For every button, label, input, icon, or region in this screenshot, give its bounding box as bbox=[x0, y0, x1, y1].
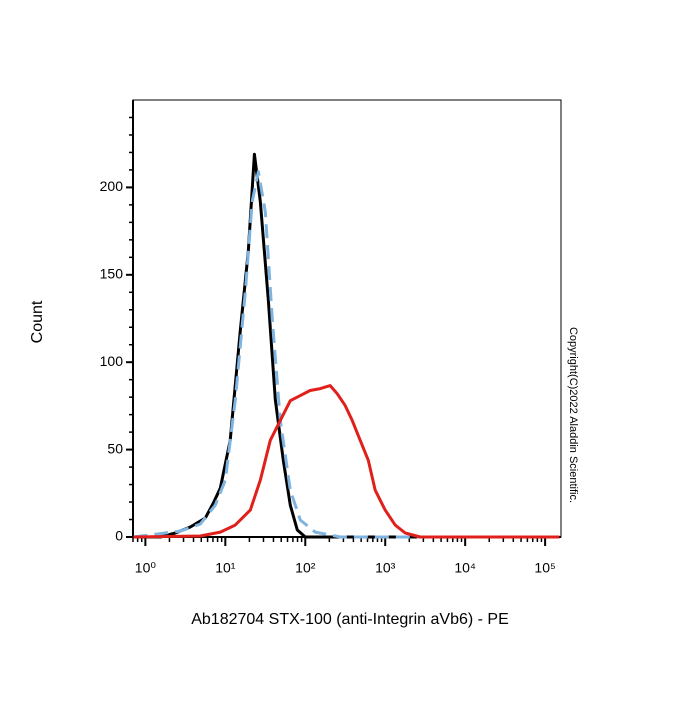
x-tick-label: 10¹ bbox=[215, 560, 236, 576]
y-tick-label: 200 bbox=[100, 178, 124, 194]
histogram-line bbox=[133, 384, 560, 539]
x-tick-label: 10⁵ bbox=[534, 560, 555, 576]
x-tick-label: 10⁰ bbox=[135, 560, 157, 576]
y-tick-label: 50 bbox=[107, 440, 123, 456]
histogram-line bbox=[133, 170, 560, 539]
x-axis-label: Ab182704 STX-100 (anti-Integrin aVb6) - … bbox=[191, 611, 509, 628]
y-axis-label: Count bbox=[29, 300, 46, 343]
copyright: Copyright(C)2022 Aladdin Scientific. bbox=[567, 327, 579, 503]
x-tick-label: 10⁴ bbox=[454, 560, 476, 576]
y-tick-label: 150 bbox=[100, 266, 124, 282]
x-tick-label: 10² bbox=[295, 560, 316, 576]
y-tick-label: 100 bbox=[100, 353, 124, 369]
y-tick-label: 0 bbox=[115, 528, 123, 544]
histogram-line bbox=[133, 152, 560, 539]
plot-frame bbox=[132, 99, 562, 538]
x-tick-label: 10³ bbox=[375, 560, 396, 576]
